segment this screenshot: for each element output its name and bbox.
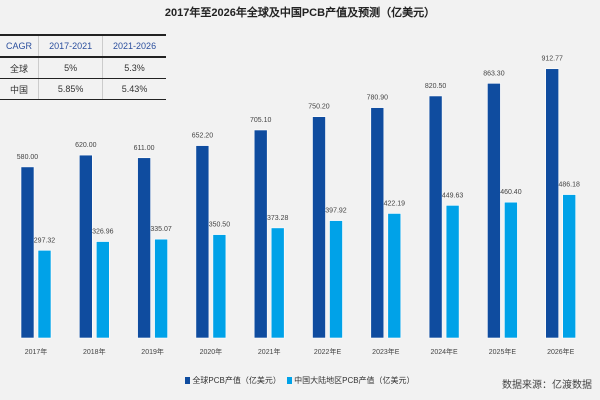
data-label: 326.96 xyxy=(92,229,114,236)
bar-china xyxy=(445,205,460,339)
bar-global xyxy=(545,68,560,339)
bar-china xyxy=(96,241,110,339)
bar-global xyxy=(253,129,268,339)
bar-global xyxy=(428,95,443,339)
bar-global xyxy=(79,154,93,339)
data-label: 620.00 xyxy=(75,142,97,149)
data-label: 820.50 xyxy=(425,83,447,90)
bar-china xyxy=(562,194,577,339)
x-tick-label: 2020年 xyxy=(200,347,223,356)
data-label: 486.18 xyxy=(558,182,580,189)
x-tick-label: 2025年E xyxy=(489,347,517,356)
bar-global xyxy=(370,107,385,339)
data-label: 397.92 xyxy=(325,208,347,215)
legend-swatch-china xyxy=(287,377,293,385)
legend-swatch-global xyxy=(185,377,191,385)
data-label: 780.90 xyxy=(367,95,389,102)
table-header: 2021-2026 xyxy=(102,34,166,58)
legend-label-china: 中国大陆地区PCB产值（亿美元） xyxy=(294,376,415,385)
data-label: 863.30 xyxy=(483,70,505,77)
data-label: 750.20 xyxy=(308,104,330,111)
data-label: 449.63 xyxy=(442,192,464,199)
x-tick-label: 2018年 xyxy=(83,347,106,356)
table-header: 2017-2021 xyxy=(38,34,103,58)
legend: 全球PCB产值（亿美元） 中国大陆地区PCB产值（亿美元） xyxy=(0,375,600,386)
data-label: 611.00 xyxy=(134,145,155,152)
data-label: 912.77 xyxy=(541,56,563,63)
bar-global xyxy=(487,83,501,339)
bar-china xyxy=(504,201,518,339)
x-tick-label: 2017年 xyxy=(25,347,48,356)
x-tick-label: 2022年E xyxy=(314,347,342,356)
table-row: 中国 5.85% 5.43% xyxy=(0,78,166,100)
table-cell: 5.43% xyxy=(102,78,166,100)
table-cell: 5.85% xyxy=(38,78,103,100)
x-tick-label: 2021年 xyxy=(258,347,281,356)
bar-global xyxy=(137,157,151,339)
data-label: 652.20 xyxy=(192,133,214,140)
x-tick-label: 2024年E xyxy=(430,347,458,356)
x-tick-label: 2026年E xyxy=(547,347,575,356)
chart-title: 2017年至2026年全球及中国PCB产值及预测（亿美元） xyxy=(164,7,436,19)
data-label: 373.28 xyxy=(267,215,289,222)
bar-china xyxy=(37,249,52,339)
legend-label-global: 全球PCB产值（亿美元） xyxy=(192,376,281,385)
bar-global xyxy=(195,145,210,339)
table-header: CAGR xyxy=(0,34,39,58)
bar-china xyxy=(270,227,285,339)
bar-china xyxy=(154,238,168,339)
bar-china xyxy=(329,220,343,339)
data-label: 422.19 xyxy=(384,200,406,207)
data-label: 350.50 xyxy=(209,222,231,229)
cagr-table: CAGR 2017-2021 2021-2026 全球 5% 5.3% 中国 5.85% 5… xyxy=(0,34,166,100)
x-tick-label: 2023年E xyxy=(372,347,400,356)
bar-global xyxy=(312,116,326,339)
data-label: 460.40 xyxy=(500,189,522,196)
data-label: 705.10 xyxy=(250,117,272,124)
data-source: 数据来源：亿渡数据 xyxy=(502,380,592,391)
bar-global xyxy=(20,166,35,339)
table-cell: 中国 xyxy=(0,78,39,100)
bar-china xyxy=(212,234,227,339)
data-label: 335.07 xyxy=(150,226,172,233)
bar-china xyxy=(387,213,402,339)
data-label: 580.00 xyxy=(17,154,39,161)
data-label: 297.32 xyxy=(34,237,56,244)
x-tick-label: 2019年 xyxy=(141,347,164,356)
